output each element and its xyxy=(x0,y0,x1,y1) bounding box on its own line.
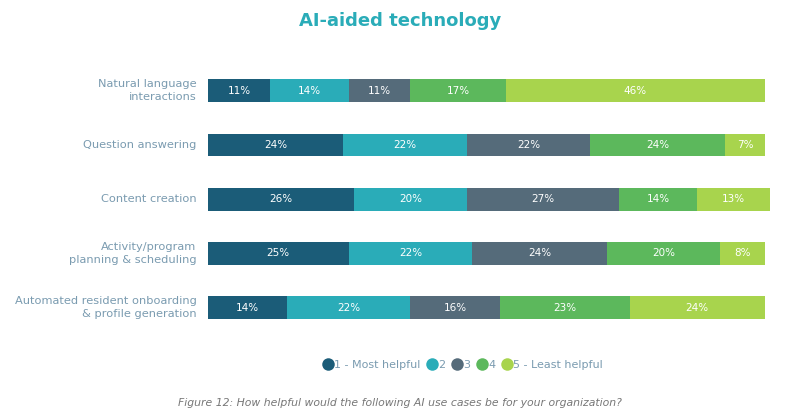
Bar xyxy=(590,134,726,156)
Bar xyxy=(208,242,349,265)
Bar xyxy=(286,296,410,319)
Text: Activity/program
planning & scheduling: Activity/program planning & scheduling xyxy=(69,242,197,265)
Text: 14%: 14% xyxy=(298,85,321,96)
Text: 26%: 26% xyxy=(270,194,293,204)
Bar xyxy=(208,134,343,156)
Bar xyxy=(506,79,765,102)
Text: 24%: 24% xyxy=(264,140,287,150)
Bar xyxy=(410,296,501,319)
Bar xyxy=(472,242,607,265)
Text: 25%: 25% xyxy=(266,249,290,259)
Bar xyxy=(343,134,466,156)
Text: 11%: 11% xyxy=(368,85,391,96)
Text: AI-aided technology: AI-aided technology xyxy=(299,12,501,30)
Text: Automated resident onboarding
& profile generation: Automated resident onboarding & profile … xyxy=(14,296,197,319)
Text: 24%: 24% xyxy=(686,303,709,313)
Bar xyxy=(607,242,720,265)
Bar xyxy=(270,79,349,102)
Bar xyxy=(726,134,765,156)
Text: 7%: 7% xyxy=(737,140,754,150)
Text: 11%: 11% xyxy=(227,85,250,96)
Text: 22%: 22% xyxy=(399,249,422,259)
Text: 22%: 22% xyxy=(394,140,416,150)
Text: 27%: 27% xyxy=(531,194,554,204)
Bar xyxy=(349,242,472,265)
Bar xyxy=(208,296,286,319)
Text: 24%: 24% xyxy=(528,249,551,259)
Bar xyxy=(698,188,770,210)
Text: 16%: 16% xyxy=(444,303,467,313)
Text: 20%: 20% xyxy=(399,194,422,204)
Text: 22%: 22% xyxy=(337,303,360,313)
Bar xyxy=(208,188,354,210)
Text: Question answering: Question answering xyxy=(83,140,197,150)
Bar xyxy=(466,134,590,156)
Bar xyxy=(720,242,765,265)
Text: 8%: 8% xyxy=(734,249,750,259)
Text: Natural language
interactions: Natural language interactions xyxy=(98,79,197,102)
Text: 20%: 20% xyxy=(652,249,675,259)
Text: 14%: 14% xyxy=(646,194,670,204)
Text: 22%: 22% xyxy=(517,140,540,150)
Text: 24%: 24% xyxy=(646,140,670,150)
Bar xyxy=(410,79,506,102)
Bar xyxy=(349,79,410,102)
Text: Figure 12: How helpful would the following AI use cases be for your organization: Figure 12: How helpful would the followi… xyxy=(178,398,622,408)
Bar xyxy=(630,296,765,319)
Text: 17%: 17% xyxy=(446,85,470,96)
Text: Content creation: Content creation xyxy=(101,194,197,204)
Bar xyxy=(208,79,270,102)
Text: 13%: 13% xyxy=(722,194,746,204)
Bar xyxy=(618,188,698,210)
Bar xyxy=(501,296,630,319)
Text: 14%: 14% xyxy=(236,303,259,313)
Bar xyxy=(354,188,466,210)
Text: 46%: 46% xyxy=(624,85,647,96)
Text: 23%: 23% xyxy=(554,303,577,313)
Legend: 1 - Most helpful, 2, 3, 4, 5 - Least helpful: 1 - Most helpful, 2, 3, 4, 5 - Least hel… xyxy=(321,355,607,374)
Bar xyxy=(466,188,618,210)
